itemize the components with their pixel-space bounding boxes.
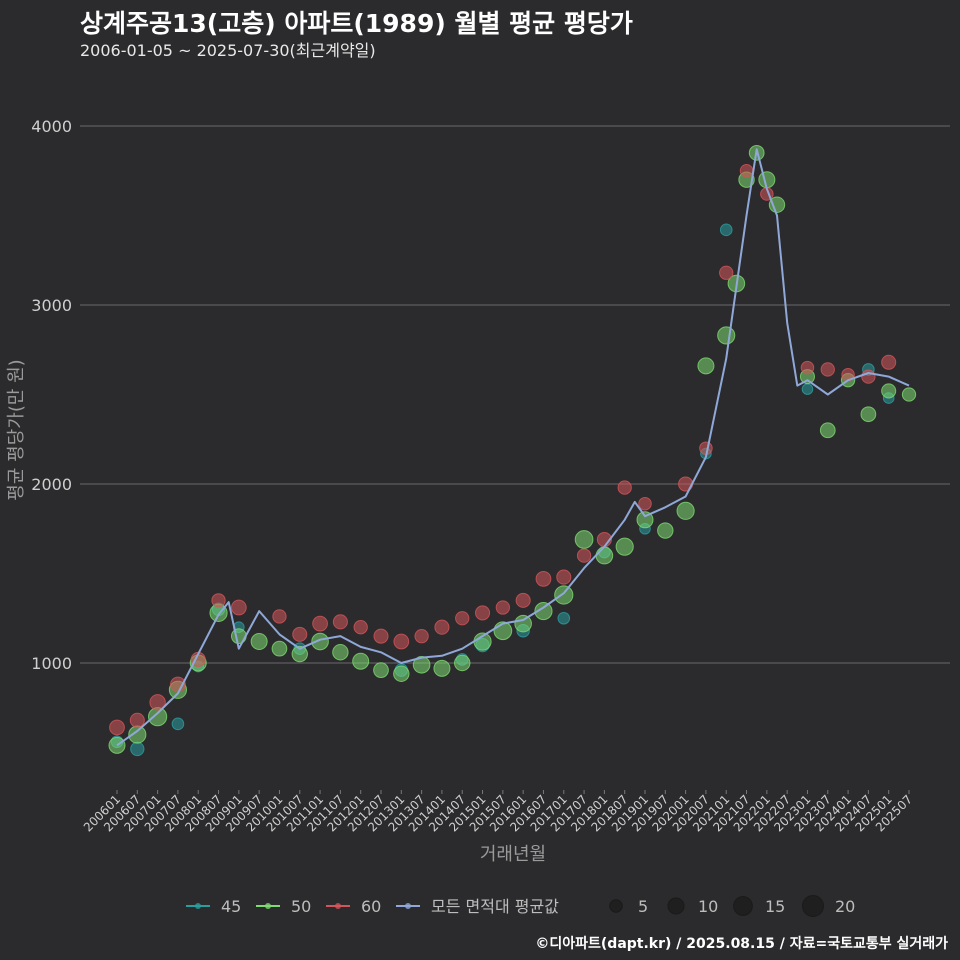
legend-dot-60 xyxy=(335,903,341,909)
point-60-200807-5 xyxy=(211,593,226,608)
y-tick-label-4000: 4000 xyxy=(31,117,72,136)
point-50-201601-20 xyxy=(514,614,532,633)
point-50-201401-16 xyxy=(433,659,451,677)
size-legend-label-10: 10 xyxy=(698,897,718,916)
point-50-201201-12 xyxy=(352,652,370,670)
chart-title: 상계주공13(고층) 아파트(1989) 월별 평균 평당가 xyxy=(80,9,633,38)
point-60-201707-22 xyxy=(576,548,592,563)
y-axis-ticks: 1000 2000 3000 4000 xyxy=(31,117,72,673)
point-50-202101-30 xyxy=(717,326,736,345)
point-60-200701-2 xyxy=(149,694,166,711)
legend-label-모든 면적대 평균값: 모든 면적대 평균값 xyxy=(431,897,559,916)
point-50-201807-25 xyxy=(615,537,634,556)
point-50-202507-41 xyxy=(901,387,917,402)
point-50-201001-8 xyxy=(271,640,288,657)
average-line-path xyxy=(116,148,910,747)
legend-label-45: 45 xyxy=(221,897,241,916)
point-60-201807-24 xyxy=(617,480,632,495)
point-60-202501-35 xyxy=(881,354,897,370)
point-50-201101-10 xyxy=(311,632,329,651)
point-45-200707-2 xyxy=(171,717,185,731)
point-50-202501-40 xyxy=(881,383,897,399)
point-60-201207-12 xyxy=(373,628,389,644)
average-line xyxy=(116,148,910,747)
point-50-201707-23 xyxy=(574,530,594,549)
y-tick-label-3000: 3000 xyxy=(31,296,72,315)
size-legend-dot-10 xyxy=(667,897,685,915)
point-60-202301-31 xyxy=(800,360,815,375)
x-axis-title: 거래년월 xyxy=(480,844,546,865)
point-50-200907-7 xyxy=(250,633,268,651)
x-axis-ticks: 2006012006072007012007072008012008072009… xyxy=(81,790,915,835)
point-60-201107-10 xyxy=(332,614,348,630)
point-50-201801-24 xyxy=(595,546,614,565)
point-45-200607-1 xyxy=(130,741,145,757)
point-60-201401-15 xyxy=(434,619,450,635)
point-50-201207-13 xyxy=(373,662,389,679)
y-tick-label-2000: 2000 xyxy=(31,475,72,494)
point-60-201507-18 xyxy=(495,600,511,615)
point-50-200901-6 xyxy=(230,628,247,645)
point-45-202101-15 xyxy=(719,223,733,237)
point-50-201301-14 xyxy=(393,665,410,682)
point-60-200601-0 xyxy=(109,719,125,736)
point-60-201901-25 xyxy=(638,496,652,511)
point-50-201007-9 xyxy=(291,645,308,663)
size-legend-dot-5 xyxy=(609,899,623,913)
size-legend-label-5: 5 xyxy=(638,897,648,916)
point-60-201007-8 xyxy=(292,626,308,642)
size-legend-label-20: 20 xyxy=(835,897,855,916)
point-60-202101-28 xyxy=(719,265,734,280)
point-60-200607-1 xyxy=(129,712,145,728)
grid-layer xyxy=(80,125,950,664)
point-50-201607-21 xyxy=(534,602,553,621)
legend-label-60: 60 xyxy=(361,897,381,916)
point-60-201407-16 xyxy=(455,611,470,626)
source-credit: ©디아파트(dapt.kr) / 2025.08.15 / 자료=국토교통부 실… xyxy=(535,936,948,952)
point-50-202307-37 xyxy=(819,422,836,439)
point-50-200601-0 xyxy=(108,736,126,754)
legend: 45 50 60 모든 면적대 평균값 5 10 15 20 xyxy=(186,895,855,917)
legend-dot-45 xyxy=(195,903,201,909)
chart-subtitle: 2006-01-05 ~ 2025-07-30(최근계약일) xyxy=(80,41,376,60)
point-60-200901-6 xyxy=(230,599,247,616)
point-60-201607-20 xyxy=(535,570,552,587)
point-50-201907-27 xyxy=(657,522,674,539)
point-60-201501-17 xyxy=(475,605,491,621)
point-60-202407-34 xyxy=(861,369,876,384)
point-45-201701-11 xyxy=(557,611,571,625)
point-60-201601-19 xyxy=(515,592,531,608)
point-60-201307-14 xyxy=(414,628,429,644)
size-legend-dot-15 xyxy=(733,896,753,916)
point-45-202301-16 xyxy=(801,383,814,395)
point-60-201201-11 xyxy=(353,620,368,635)
point-60-201701-21 xyxy=(556,569,572,585)
point-50-202001-28 xyxy=(676,501,695,520)
point-50-201701-22 xyxy=(554,585,574,605)
point-60-202107-29 xyxy=(739,164,754,178)
y-axis-title: 평균 평당가(만 원) xyxy=(6,359,27,500)
size-legend-label-15: 15 xyxy=(765,897,785,916)
point-50-201307-15 xyxy=(412,655,431,674)
point-50-202407-39 xyxy=(860,406,877,423)
point-50-202007-29 xyxy=(697,357,715,375)
size-legend-dot-20 xyxy=(802,895,824,917)
point-50-202204-35 xyxy=(768,196,786,213)
point-60-201001-7 xyxy=(272,609,287,624)
scatter-points xyxy=(108,144,917,757)
point-50-201107-11 xyxy=(332,644,349,661)
legend-label-50: 50 xyxy=(291,897,311,916)
y-tick-label-1000: 1000 xyxy=(31,654,72,673)
point-60-201301-13 xyxy=(393,633,410,650)
point-60-201101-9 xyxy=(312,615,328,632)
point-50-201407-17 xyxy=(454,654,471,672)
point-50-201901-26 xyxy=(636,511,654,529)
legend-dot-모든 면적대 평균값 xyxy=(405,903,411,909)
legend-dot-50 xyxy=(265,903,271,909)
point-60-202307-32 xyxy=(820,362,835,377)
